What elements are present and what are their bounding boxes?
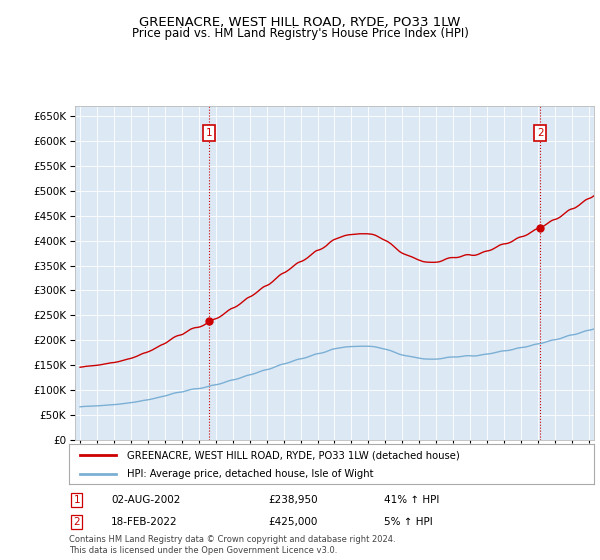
Text: 2: 2	[74, 517, 80, 526]
Text: £425,000: £425,000	[269, 517, 318, 526]
Text: 2: 2	[537, 128, 544, 138]
Text: 5% ↑ HPI: 5% ↑ HPI	[384, 517, 433, 526]
Text: 41% ↑ HPI: 41% ↑ HPI	[384, 494, 439, 505]
Text: £238,950: £238,950	[269, 494, 318, 505]
Text: Price paid vs. HM Land Registry's House Price Index (HPI): Price paid vs. HM Land Registry's House …	[131, 27, 469, 40]
Text: HPI: Average price, detached house, Isle of Wight: HPI: Average price, detached house, Isle…	[127, 469, 373, 479]
Text: GREENACRE, WEST HILL ROAD, RYDE, PO33 1LW: GREENACRE, WEST HILL ROAD, RYDE, PO33 1L…	[139, 16, 461, 29]
Text: GREENACRE, WEST HILL ROAD, RYDE, PO33 1LW (detached house): GREENACRE, WEST HILL ROAD, RYDE, PO33 1L…	[127, 450, 460, 460]
Text: Contains HM Land Registry data © Crown copyright and database right 2024.
This d: Contains HM Land Registry data © Crown c…	[69, 535, 395, 555]
Text: 1: 1	[205, 128, 212, 138]
Text: 02-AUG-2002: 02-AUG-2002	[111, 494, 181, 505]
Text: 1: 1	[74, 494, 80, 505]
Text: 18-FEB-2022: 18-FEB-2022	[111, 517, 178, 526]
